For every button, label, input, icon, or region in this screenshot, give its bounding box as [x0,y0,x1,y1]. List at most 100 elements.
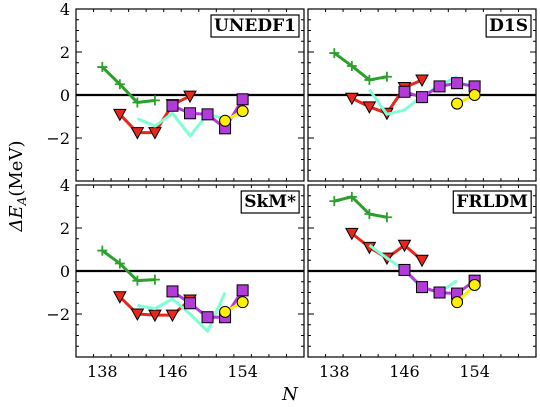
series-0-0 [97,62,160,108]
data-point [201,108,214,121]
data-point [451,296,464,309]
y-tick-label: 2 [60,43,70,62]
series-2-4 [219,296,249,318]
panel-label-text: D1S [489,16,528,36]
data-point [114,258,125,269]
x-tick-label: 146 [157,362,188,381]
series-3-3 [398,263,481,300]
panel-label-box [452,190,532,214]
data-point [329,196,340,207]
data-point [346,60,357,71]
y-axis-title-main: ΔE [6,205,27,232]
data-point [433,286,446,299]
data-point [346,191,357,202]
data-point [381,71,392,82]
y-tick-label: 0 [60,262,70,281]
series-3-0 [329,191,392,223]
panel-label-box [210,14,300,38]
data-point [236,284,249,297]
panel-label-box [240,190,300,214]
series-1-0 [329,48,392,85]
x-tick-label: 138 [87,362,118,381]
series-0-4 [219,105,249,127]
data-point [236,105,249,118]
panel-label-0: UNEDF1 [210,14,300,38]
data-point [130,308,145,322]
series-2-1 [113,291,197,323]
y-axis-title: ΔEA(MeV) [6,141,29,233]
data-point [219,305,232,318]
panel-label-3: FRLDM [452,190,532,214]
panel-label-text: SkM* [244,192,296,212]
data-point [415,74,429,87]
data-point [364,74,375,85]
x-tick-label: 154 [227,362,258,381]
series-line [137,291,227,333]
data-point [397,239,412,253]
data-point [113,291,127,304]
series-2-2 [137,291,227,333]
series-3-1 [345,227,429,268]
data-point [113,108,127,122]
panel-label-text: FRLDM [456,192,528,212]
y-tick-label: 4 [60,0,70,19]
y-tick-label: 4 [60,176,70,195]
x-tick-label: 138 [319,362,350,381]
data-point [345,92,359,106]
panel-label-2: SkM* [240,190,300,214]
data-point [433,80,446,93]
data-point [165,309,180,323]
data-point [114,79,125,90]
data-point [130,127,145,140]
series-line [333,51,388,82]
panel-frames [75,8,537,358]
series-layer [97,48,481,333]
series-line [333,195,388,219]
data-point [236,93,249,106]
panel-label-box [485,14,532,38]
panel-labels: UNEDF1 D1S SkM* FRLDM [210,14,532,214]
data-point [166,99,179,112]
data-point [219,114,232,127]
y-tick-label: 0 [60,86,70,105]
y-tick-label: −2 [46,129,70,148]
tick-labels: −2 0 2 4 −2 0 2 4 138 146 154 138 146 154 [46,0,489,381]
data-point [468,89,481,101]
data-point [398,85,411,98]
x-tick-label: 146 [389,362,420,381]
panel-label-text: UNEDF1 [214,16,296,36]
data-point [329,48,340,59]
data-point [184,297,196,310]
data-point [362,101,377,114]
data-point [97,62,108,73]
data-point [416,91,428,104]
data-point [132,275,143,286]
data-point [183,90,197,104]
x-axis-title: N [281,384,299,405]
data-point [416,281,428,294]
ticks [75,8,537,358]
data-point [451,97,464,110]
data-point [451,77,464,90]
y-axis-title-unit: (MeV) [6,141,27,197]
y-tick-label: −2 [46,305,70,324]
data-point [468,278,481,291]
y-tick-label: 2 [60,219,70,238]
data-point [364,209,375,220]
y-axis-title-sub: A [15,196,29,206]
data-point [201,311,214,324]
series-line [101,249,156,283]
data-point [415,254,429,268]
series-line [101,65,156,105]
x-tick-label: 154 [459,362,490,381]
series-3-4 [451,278,481,309]
panel-label-1: D1S [485,14,532,38]
series-2-0 [97,245,160,286]
series-1-1 [345,74,429,121]
data-point [166,285,179,298]
data-point [345,227,359,241]
data-point [381,212,392,223]
data-point [97,245,108,256]
data-point [149,274,160,285]
